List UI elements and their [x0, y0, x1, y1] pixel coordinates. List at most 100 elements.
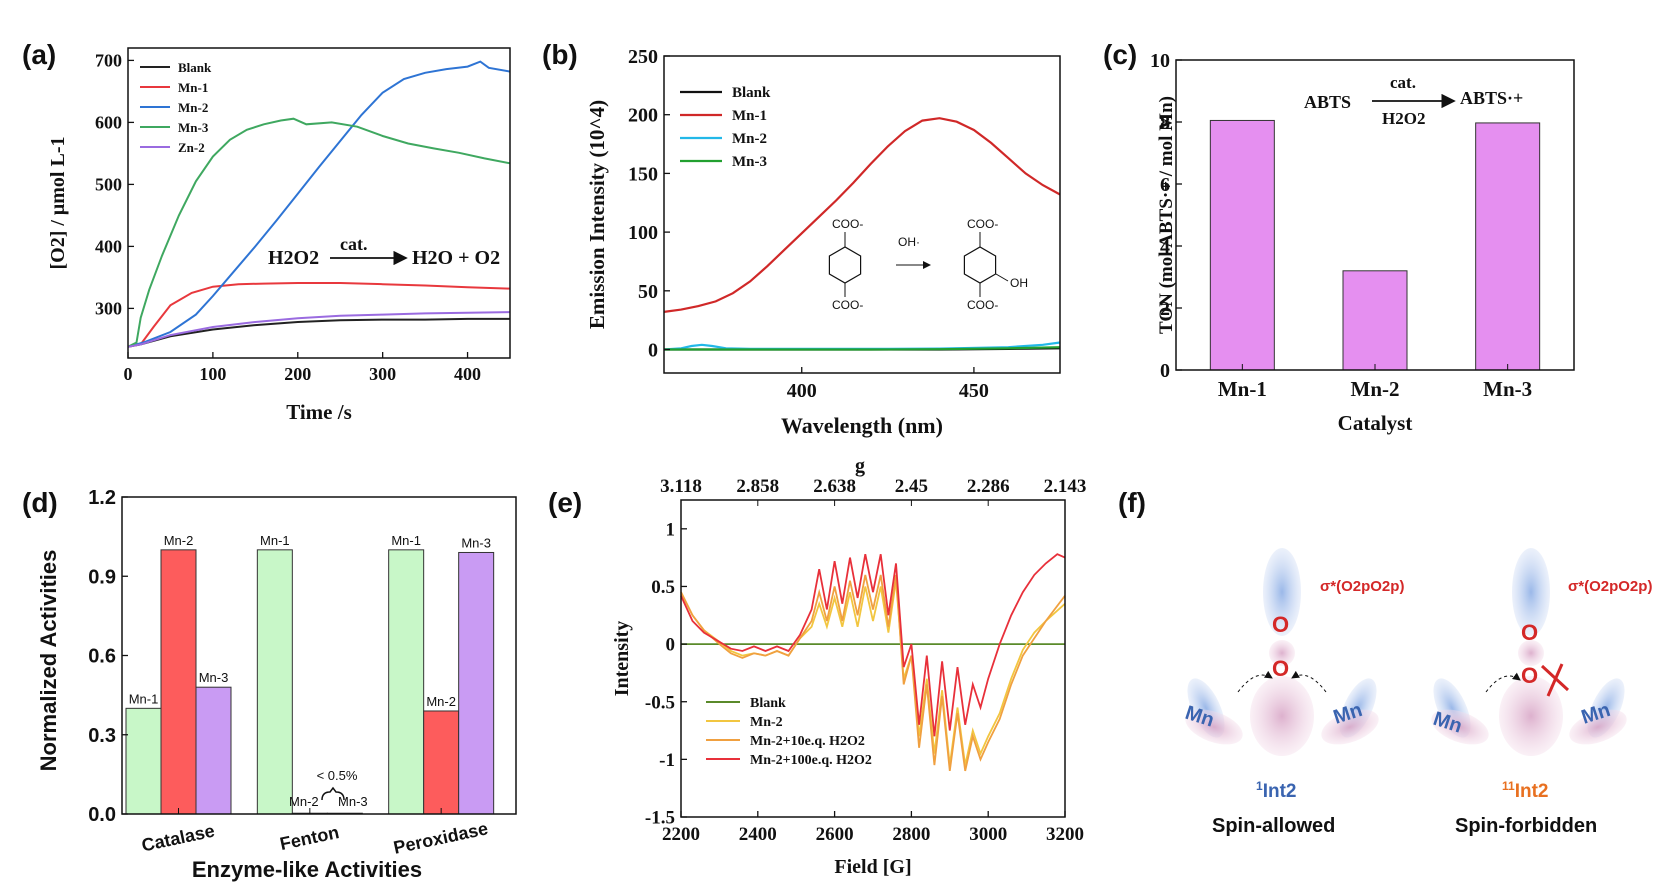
e-xtick-label: 2200 — [662, 824, 700, 845]
d-ytick-label: 0.6 — [88, 646, 116, 668]
b-ytick-label: 50 — [638, 281, 658, 303]
center-lobe-right — [1499, 676, 1563, 756]
a-legend-label: Blank — [178, 60, 212, 75]
e-xtick-label: 2400 — [739, 824, 777, 845]
c-xtick-label: Mn-3 — [1483, 377, 1532, 401]
sigma-label-left: σ*(O2pO2p) — [1320, 578, 1404, 595]
a-ytick-label: 500 — [95, 175, 122, 195]
right-state-label: 11Int2 — [1502, 779, 1548, 802]
e-ylabel: Intensity — [611, 621, 633, 697]
d-bar-label: Mn-2 — [426, 694, 456, 709]
d-xtick-label: Fenton — [278, 822, 341, 854]
d-xtick-label: Catalase — [140, 821, 217, 856]
c-ytick-label: 8 — [1160, 112, 1170, 134]
b-legend-label: Mn-3 — [732, 154, 767, 170]
b-bond — [995, 273, 1009, 282]
a-xtick-label: 0 — [124, 364, 133, 384]
d-brace-icon — [321, 786, 345, 801]
a-ytick-label: 600 — [95, 113, 122, 133]
b-ytick-label: 0 — [648, 340, 658, 362]
a-legend-label: Mn-1 — [178, 80, 208, 95]
a-xlabel: Time /s — [286, 400, 352, 424]
center-lobe-left — [1250, 676, 1314, 756]
e-series — [680, 574, 1066, 772]
e-legend-label: Mn-2+10e.q. H2O2 — [750, 734, 865, 749]
sigma-lobe-top-right — [1512, 548, 1550, 636]
c-xtick-label: Mn-2 — [1351, 377, 1400, 401]
d-bar-label: Mn-2 — [164, 533, 194, 548]
c-xtick-label: Mn-1 — [1218, 377, 1267, 401]
d-bar-label: Mn-2 — [289, 794, 319, 809]
e-ytick-label: 1 — [666, 519, 676, 540]
o-lobe-right — [1518, 640, 1544, 666]
o-atom-label-right-bottom: O — [1521, 663, 1538, 688]
left-state-label: 1Int2 — [1256, 779, 1296, 802]
e-plot-frame — [680, 499, 1066, 818]
a-legend-label: Zn-2 — [178, 140, 205, 155]
d-ytick-label: 0.9 — [88, 566, 116, 588]
c-ylabel: TON (mol ABTS·+ / mol Mn) — [1156, 96, 1177, 334]
left-orbital-diagram: σ*(O2pO2p) O O Mn Mn 1Int2 Spin-allowed — [1182, 548, 1404, 837]
a-xtick-label: 300 — [369, 364, 396, 384]
d-bar-catalase-mn-2 — [160, 549, 197, 815]
d-ylabel: Normalized Activities — [36, 550, 61, 772]
d-bar-catalase-mn-1 — [125, 707, 162, 815]
c-eq-right: ABTS·+ — [1460, 88, 1523, 108]
e-series — [680, 553, 1066, 737]
d-bar-catalase-mn-3 — [195, 686, 232, 815]
left-caption: Spin-allowed — [1212, 815, 1335, 837]
mn-lobe-right-diagram-b — [1431, 709, 1489, 745]
o-atom-label-right-top: O — [1521, 620, 1538, 645]
e-legend-label: Mn-2 — [750, 715, 783, 730]
b-ytick-label: 150 — [628, 163, 658, 185]
mn-lobe-right-diagram-d — [1569, 709, 1627, 745]
b-xtick-label: 400 — [787, 380, 817, 402]
b-product-top-group: COO- — [967, 217, 998, 231]
e-top-tick-label: 3.118 — [660, 476, 702, 497]
e-top-tick-label: 2.638 — [813, 476, 856, 497]
a-series-mn-1 — [127, 282, 511, 348]
forbidden-cross-icon — [1540, 663, 1570, 697]
d-ytick-label: 0.0 — [88, 804, 116, 826]
d-bar-fenton-mn-1 — [256, 549, 293, 815]
e-ytick-label: 0 — [666, 635, 676, 656]
a-eq-left: H2O2 — [268, 247, 319, 269]
c-ytick-label: 4 — [1160, 236, 1170, 258]
d-bar-label: Mn-3 — [461, 535, 491, 550]
d-ytick-label: 0.3 — [88, 725, 116, 747]
e-xtick-label: 2600 — [816, 824, 854, 845]
b-plot-frame — [663, 55, 1061, 374]
d-xlabel: Enzyme-like Activities — [192, 857, 422, 882]
a-ytick-label: 300 — [95, 299, 122, 319]
e-ytick-label: -1 — [659, 750, 675, 771]
a-xtick-label: 200 — [284, 364, 311, 384]
e-xtick-label: 3000 — [969, 824, 1007, 845]
left-spin-arrow-a — [1237, 670, 1273, 693]
sigma-label-right: σ*(O2pO2p) — [1568, 578, 1652, 595]
d-bar-label: Mn-1 — [260, 533, 290, 548]
c-eq-left: ABTS — [1304, 92, 1351, 112]
right-caption: Spin-forbidden — [1455, 815, 1597, 837]
mn-lobe-left-b — [1185, 709, 1243, 745]
e-xtick-label: 3200 — [1046, 824, 1084, 845]
o-atom-label-left-top: O — [1272, 612, 1289, 637]
panel-c-chart: Mn-1 Mn-2 Mn-3 0 2 4 6 8 10 Catalyst TON (mol ABTS… — [1150, 50, 1575, 435]
e-ytick-label: 0.5 — [651, 577, 675, 598]
d-bar-label: Mn-3 — [338, 794, 368, 809]
d-annotation: < 0.5% — [317, 768, 358, 783]
a-series-mn-2 — [127, 60, 511, 348]
a-legend-label: Mn-3 — [178, 120, 209, 135]
c-eq-cat: cat. — [1390, 73, 1416, 92]
d-bar-peroxidase-mn-3 — [458, 551, 495, 815]
a-ylabel: [O2] / μmol L-1 — [47, 137, 69, 270]
left-spin-arrow-b — [1291, 670, 1327, 693]
d-bar-label: Mn-1 — [129, 691, 159, 706]
e-xlabel: Field [G] — [834, 856, 911, 878]
b-ylabel: Emission Intensity (10^4) — [585, 100, 609, 329]
b-reagent-label: OH· — [898, 235, 920, 249]
right-orbital-diagram: σ*(O2pO2p) O O Mn Mn 11Int2 Spin-forbidd… — [1430, 548, 1652, 837]
sigma-lobe-top-left — [1263, 548, 1301, 636]
a-ytick-label: 700 — [95, 51, 122, 71]
e-top-tick-label: 2.858 — [736, 476, 779, 497]
d-bar-peroxidase-mn-2 — [423, 710, 460, 815]
